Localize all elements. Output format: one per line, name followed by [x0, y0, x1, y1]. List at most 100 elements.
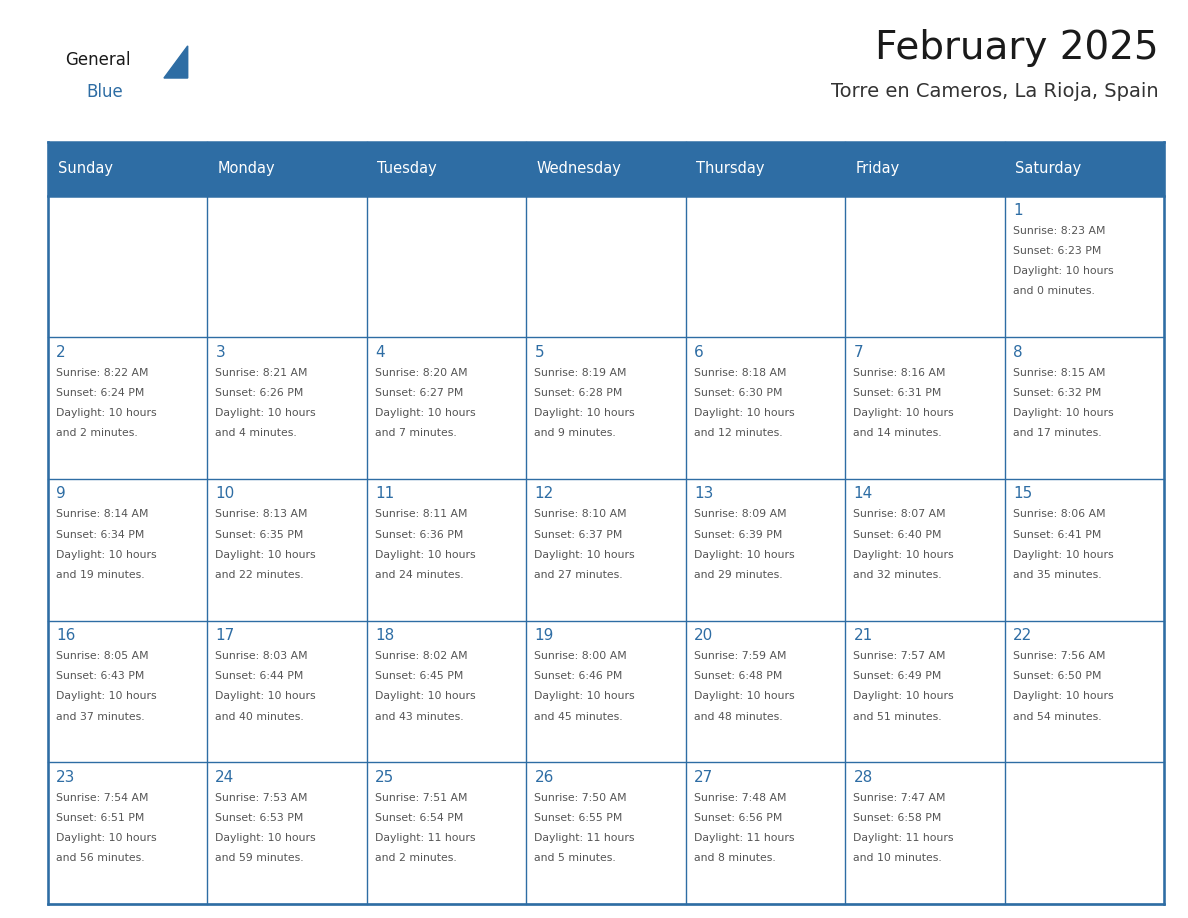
Text: Sunset: 6:55 PM: Sunset: 6:55 PM [535, 813, 623, 823]
Text: and 32 minutes.: and 32 minutes. [853, 570, 942, 580]
Text: Monday: Monday [217, 162, 276, 176]
Text: 24: 24 [215, 770, 234, 785]
Text: Sunrise: 8:21 AM: Sunrise: 8:21 AM [215, 367, 308, 377]
Text: Daylight: 11 hours: Daylight: 11 hours [535, 834, 634, 843]
Text: Sunset: 6:54 PM: Sunset: 6:54 PM [375, 813, 463, 823]
Text: and 48 minutes.: and 48 minutes. [694, 711, 783, 722]
Text: 14: 14 [853, 487, 873, 501]
Text: Sunset: 6:23 PM: Sunset: 6:23 PM [1013, 246, 1101, 256]
Text: and 22 minutes.: and 22 minutes. [215, 570, 304, 580]
Text: and 45 minutes.: and 45 minutes. [535, 711, 623, 722]
Text: and 10 minutes.: and 10 minutes. [853, 854, 942, 863]
Text: Sunrise: 7:50 AM: Sunrise: 7:50 AM [535, 793, 627, 802]
Text: Sunrise: 7:47 AM: Sunrise: 7:47 AM [853, 793, 946, 802]
Text: Daylight: 10 hours: Daylight: 10 hours [56, 834, 157, 843]
Text: and 51 minutes.: and 51 minutes. [853, 711, 942, 722]
Text: Sunset: 6:51 PM: Sunset: 6:51 PM [56, 813, 144, 823]
Text: Daylight: 10 hours: Daylight: 10 hours [215, 691, 316, 701]
Text: Sunset: 6:32 PM: Sunset: 6:32 PM [1013, 387, 1101, 397]
Text: Sunrise: 8:03 AM: Sunrise: 8:03 AM [215, 651, 308, 661]
Text: Sunset: 6:43 PM: Sunset: 6:43 PM [56, 671, 144, 681]
Text: Wednesday: Wednesday [537, 162, 621, 176]
Text: Daylight: 10 hours: Daylight: 10 hours [215, 408, 316, 418]
Text: 15: 15 [1013, 487, 1032, 501]
Text: 5: 5 [535, 344, 544, 360]
Text: and 56 minutes.: and 56 minutes. [56, 854, 145, 863]
Text: Sunrise: 8:07 AM: Sunrise: 8:07 AM [853, 509, 946, 520]
Text: Daylight: 11 hours: Daylight: 11 hours [853, 834, 954, 843]
Text: Daylight: 10 hours: Daylight: 10 hours [375, 550, 475, 560]
Text: 4: 4 [375, 344, 385, 360]
Text: Sunrise: 8:13 AM: Sunrise: 8:13 AM [215, 509, 308, 520]
Text: 20: 20 [694, 628, 713, 644]
Text: Daylight: 10 hours: Daylight: 10 hours [215, 834, 316, 843]
Text: Daylight: 10 hours: Daylight: 10 hours [1013, 550, 1113, 560]
Text: Daylight: 10 hours: Daylight: 10 hours [56, 408, 157, 418]
Text: 22: 22 [1013, 628, 1032, 644]
Text: Daylight: 10 hours: Daylight: 10 hours [535, 550, 636, 560]
Text: Friday: Friday [855, 162, 901, 176]
Text: Sunrise: 7:59 AM: Sunrise: 7:59 AM [694, 651, 786, 661]
Text: and 0 minutes.: and 0 minutes. [1013, 286, 1095, 297]
Text: Sunrise: 7:51 AM: Sunrise: 7:51 AM [375, 793, 467, 802]
Text: Daylight: 10 hours: Daylight: 10 hours [375, 408, 475, 418]
Text: Sunset: 6:48 PM: Sunset: 6:48 PM [694, 671, 783, 681]
Text: Sunrise: 8:06 AM: Sunrise: 8:06 AM [1013, 509, 1106, 520]
Text: 7: 7 [853, 344, 864, 360]
Text: Sunset: 6:44 PM: Sunset: 6:44 PM [215, 671, 304, 681]
Text: 28: 28 [853, 770, 873, 785]
Text: 8: 8 [1013, 344, 1023, 360]
Text: Sunrise: 8:00 AM: Sunrise: 8:00 AM [535, 651, 627, 661]
Text: 6: 6 [694, 344, 703, 360]
Text: Sunset: 6:24 PM: Sunset: 6:24 PM [56, 387, 144, 397]
Text: Daylight: 10 hours: Daylight: 10 hours [694, 691, 795, 701]
Text: Sunrise: 7:53 AM: Sunrise: 7:53 AM [215, 793, 308, 802]
Text: Sunrise: 8:19 AM: Sunrise: 8:19 AM [535, 367, 627, 377]
Text: Sunset: 6:46 PM: Sunset: 6:46 PM [535, 671, 623, 681]
Text: Daylight: 10 hours: Daylight: 10 hours [535, 408, 636, 418]
Text: Sunrise: 8:10 AM: Sunrise: 8:10 AM [535, 509, 627, 520]
Text: Sunset: 6:36 PM: Sunset: 6:36 PM [375, 530, 463, 540]
Text: and 14 minutes.: and 14 minutes. [853, 428, 942, 438]
Text: and 19 minutes.: and 19 minutes. [56, 570, 145, 580]
Text: and 37 minutes.: and 37 minutes. [56, 711, 145, 722]
Text: Daylight: 10 hours: Daylight: 10 hours [853, 691, 954, 701]
Text: 9: 9 [56, 487, 65, 501]
Text: Sunset: 6:41 PM: Sunset: 6:41 PM [1013, 530, 1101, 540]
Text: Daylight: 10 hours: Daylight: 10 hours [694, 408, 795, 418]
Text: and 59 minutes.: and 59 minutes. [215, 854, 304, 863]
Text: Sunset: 6:26 PM: Sunset: 6:26 PM [215, 387, 304, 397]
Text: Thursday: Thursday [696, 162, 765, 176]
Text: Sunrise: 7:48 AM: Sunrise: 7:48 AM [694, 793, 786, 802]
Text: 23: 23 [56, 770, 75, 785]
Text: 16: 16 [56, 628, 75, 644]
Text: Sunset: 6:31 PM: Sunset: 6:31 PM [853, 387, 942, 397]
Text: Saturday: Saturday [1016, 162, 1081, 176]
Text: and 9 minutes.: and 9 minutes. [535, 428, 617, 438]
Text: Sunrise: 7:56 AM: Sunrise: 7:56 AM [1013, 651, 1106, 661]
Text: Sunrise: 8:22 AM: Sunrise: 8:22 AM [56, 367, 148, 377]
Text: and 17 minutes.: and 17 minutes. [1013, 428, 1101, 438]
Text: Daylight: 10 hours: Daylight: 10 hours [1013, 691, 1113, 701]
Text: and 29 minutes.: and 29 minutes. [694, 570, 783, 580]
Text: and 40 minutes.: and 40 minutes. [215, 711, 304, 722]
Text: and 12 minutes.: and 12 minutes. [694, 428, 783, 438]
Text: Sunset: 6:58 PM: Sunset: 6:58 PM [853, 813, 942, 823]
Text: Torre en Cameros, La Rioja, Spain: Torre en Cameros, La Rioja, Spain [830, 83, 1158, 101]
Text: Sunset: 6:35 PM: Sunset: 6:35 PM [215, 530, 304, 540]
Text: Sunset: 6:39 PM: Sunset: 6:39 PM [694, 530, 783, 540]
Text: 27: 27 [694, 770, 713, 785]
Text: and 5 minutes.: and 5 minutes. [535, 854, 617, 863]
Text: Daylight: 10 hours: Daylight: 10 hours [375, 691, 475, 701]
Text: Sunrise: 8:09 AM: Sunrise: 8:09 AM [694, 509, 786, 520]
Text: and 35 minutes.: and 35 minutes. [1013, 570, 1101, 580]
Text: Sunrise: 8:05 AM: Sunrise: 8:05 AM [56, 651, 148, 661]
Text: Sunrise: 8:20 AM: Sunrise: 8:20 AM [375, 367, 468, 377]
Text: Sunrise: 8:16 AM: Sunrise: 8:16 AM [853, 367, 946, 377]
Text: February 2025: February 2025 [874, 28, 1158, 67]
Text: Daylight: 11 hours: Daylight: 11 hours [375, 834, 475, 843]
Text: and 4 minutes.: and 4 minutes. [215, 428, 297, 438]
Text: Daylight: 10 hours: Daylight: 10 hours [535, 691, 636, 701]
Text: 11: 11 [375, 487, 394, 501]
Text: 2: 2 [56, 344, 65, 360]
